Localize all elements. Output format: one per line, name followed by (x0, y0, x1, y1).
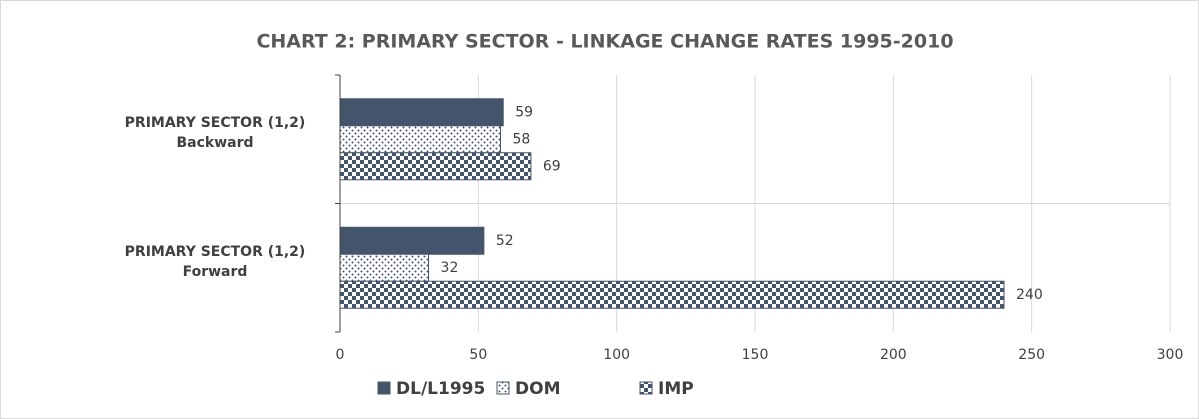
value-label: 58 (512, 131, 530, 147)
value-label: 59 (515, 104, 533, 120)
bar (339, 280, 1005, 309)
legend-label: IMP (658, 379, 694, 399)
x-tick-label: 250 (1018, 347, 1045, 363)
chart-title: CHART 2: PRIMARY SECTOR - LINKAGE CHANGE… (256, 31, 953, 53)
bar (339, 226, 485, 255)
bar (339, 152, 532, 181)
legend-label: DOM (515, 379, 560, 399)
value-label: 52 (496, 233, 514, 249)
value-label: 32 (441, 260, 459, 276)
y-tick-label: PRIMARY SECTOR (1,2) Forward (124, 243, 306, 280)
x-tick-label: 50 (469, 347, 487, 363)
x-tick-label: 0 (336, 347, 345, 363)
bar (339, 253, 430, 282)
x-tick-label: 150 (742, 347, 769, 363)
legend-swatch (496, 381, 510, 395)
legend-label: DL/L1995 (396, 379, 485, 399)
bar (339, 98, 504, 127)
bar (339, 125, 501, 154)
value-label: 240 (1016, 287, 1043, 303)
legend-swatch (639, 381, 653, 395)
x-tick-label: 200 (880, 347, 907, 363)
x-tick-label: 100 (603, 347, 630, 363)
value-label: 69 (543, 158, 561, 174)
y-tick-label: PRIMARY SECTOR (1,2) Backward (124, 115, 306, 152)
x-tick-label: 300 (1157, 347, 1184, 363)
legend-swatch (377, 381, 391, 395)
